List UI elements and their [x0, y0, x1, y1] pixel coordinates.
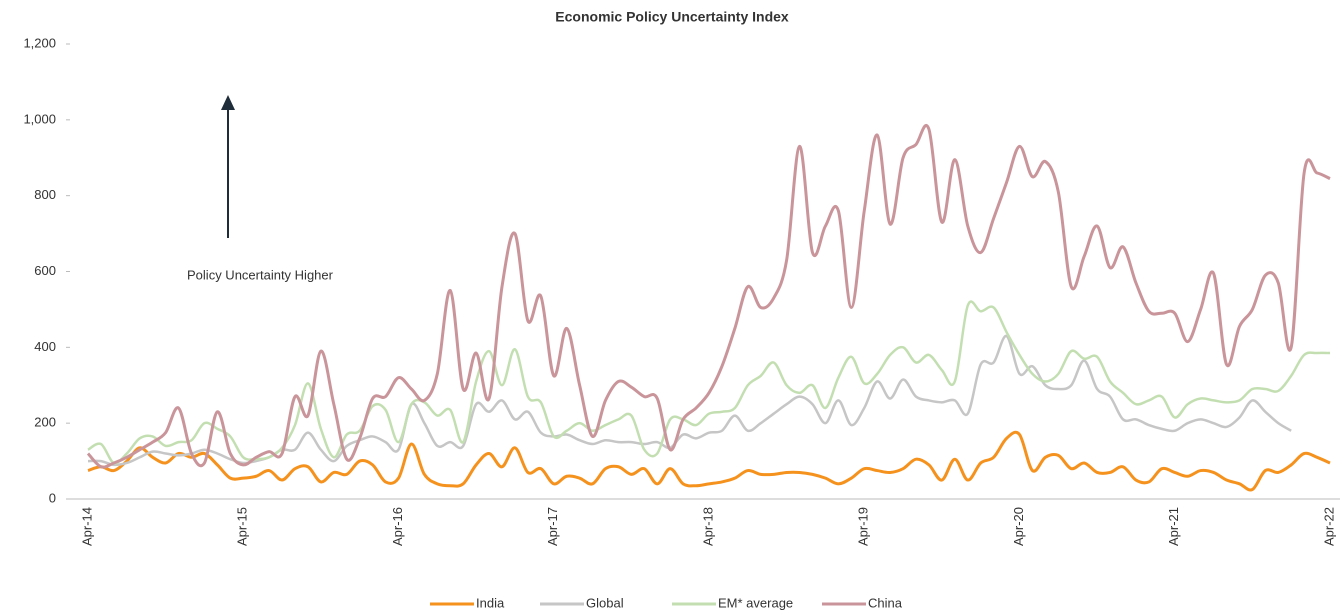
y-tick-label: 0	[49, 490, 56, 505]
x-tick-label: Apr-19	[856, 507, 871, 546]
legend-label: Global	[586, 595, 624, 610]
x-tick-label: Apr-15	[235, 507, 250, 546]
x-tick-label: Apr-14	[79, 507, 94, 546]
legend-label: China	[868, 595, 903, 610]
y-tick-label: 1,000	[23, 111, 56, 126]
y-tick-label: 200	[34, 415, 56, 430]
annotation: Policy Uncertainty Higher	[187, 267, 334, 282]
legend-label: India	[476, 595, 505, 610]
y-tick-label: 400	[34, 339, 56, 354]
x-tick-label: Apr-22	[1321, 507, 1336, 546]
x-tick-label: Apr-20	[1011, 507, 1026, 546]
x-tick-label: Apr-21	[1166, 507, 1181, 546]
y-tick-label: 800	[34, 187, 56, 202]
x-tick-label: Apr-18	[700, 507, 715, 546]
series-line	[87, 430, 1331, 492]
x-tick-label: Apr-17	[545, 507, 560, 546]
y-tick-label: 1,200	[23, 35, 56, 50]
series-line	[86, 124, 1331, 469]
series-line	[87, 334, 1292, 467]
annotation-arrowhead	[221, 95, 235, 110]
series-line	[87, 300, 1331, 465]
y-tick-label: 600	[34, 263, 56, 278]
legend-label: EM* average	[718, 595, 793, 610]
chart-title: Economic Policy Uncertainty Index	[555, 9, 789, 25]
x-tick-label: Apr-16	[390, 507, 405, 546]
